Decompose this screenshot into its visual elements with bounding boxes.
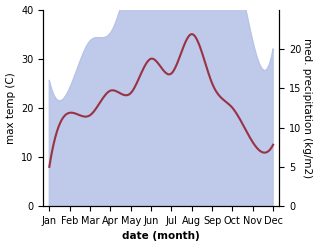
Y-axis label: med. precipitation (kg/m2): med. precipitation (kg/m2) (302, 38, 313, 178)
Y-axis label: max temp (C): max temp (C) (5, 72, 16, 144)
X-axis label: date (month): date (month) (122, 231, 200, 242)
